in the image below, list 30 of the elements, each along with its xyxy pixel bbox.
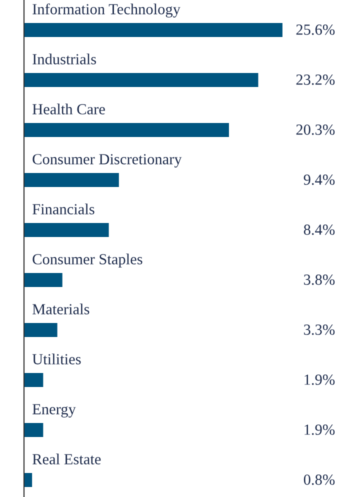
- data-label: 3.8%: [304, 274, 335, 285]
- bar: [24, 473, 32, 487]
- y-tick-label: Information Technology: [32, 3, 180, 18]
- y-tick-label: Financials: [32, 204, 94, 214]
- y-tick-label: Real Estate: [32, 454, 101, 464]
- data-label: 9.4%: [304, 174, 335, 185]
- bar: [24, 273, 62, 287]
- bar: [24, 23, 282, 37]
- y-tick-label: Health Care: [32, 104, 105, 114]
- data-label: 25.6%: [296, 24, 335, 35]
- bar: [24, 73, 258, 87]
- data-label: 1.9%: [304, 424, 335, 435]
- data-label: 3.3%: [304, 324, 335, 335]
- y-tick-label: Materials: [32, 304, 90, 314]
- bar: [24, 223, 109, 237]
- data-label: 23.2%: [296, 74, 335, 85]
- bar: [24, 373, 44, 387]
- data-label: 0.8%: [304, 474, 335, 485]
- bar: [24, 173, 119, 187]
- bar: [24, 123, 229, 137]
- bar: [24, 423, 44, 437]
- y-tick-label: Energy: [32, 404, 76, 418]
- y-tick-label: Industrials: [32, 54, 96, 64]
- data-label: 8.4%: [304, 224, 335, 235]
- y-tick-label: Consumer Staples: [32, 254, 142, 268]
- y-tick-label: Consumer Discretionary: [32, 154, 182, 168]
- bar: [24, 323, 58, 337]
- data-label: 1.9%: [304, 374, 335, 385]
- y-tick-label: Utilities: [32, 354, 81, 364]
- data-label: 20.3%: [296, 124, 335, 135]
